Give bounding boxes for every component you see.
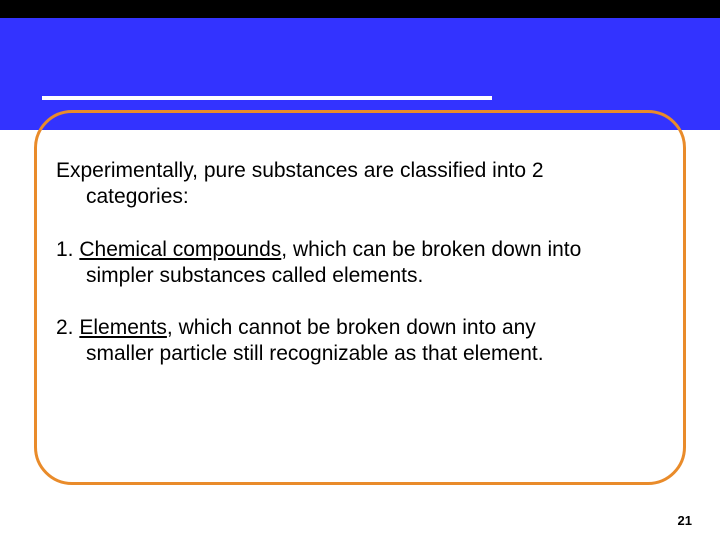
intro-line2: categories: [56, 184, 671, 210]
page-number: 21 [678, 513, 692, 528]
intro-paragraph: Experimentally, pure substances are clas… [56, 158, 671, 211]
item-rest1: , which can be broken down into [281, 238, 581, 261]
header-underline [42, 96, 492, 100]
intro-line1: Experimentally, pure substances are clas… [56, 159, 544, 182]
list-item: 2. Elements, which cannot be broken down… [56, 315, 671, 368]
content-body: Experimentally, pure substances are clas… [56, 158, 671, 394]
item-rest1: , which cannot be broken down into any [167, 316, 536, 339]
list-item: 1. Chemical compounds, which can be brok… [56, 237, 671, 290]
item-number: 1. [56, 238, 74, 261]
item-line1: 1. Chemical compounds, which can be brok… [56, 237, 671, 263]
item-number: 2. [56, 316, 74, 339]
header-top-strip [0, 0, 720, 18]
item-rest2: smaller particle still recognizable as t… [56, 341, 671, 367]
slide: Experimentally, pure substances are clas… [0, 0, 720, 540]
item-term: Elements [79, 316, 167, 339]
item-line1: 2. Elements, which cannot be broken down… [56, 315, 671, 341]
item-term: Chemical compounds [79, 238, 281, 261]
item-rest2: simpler substances called elements. [56, 263, 671, 289]
